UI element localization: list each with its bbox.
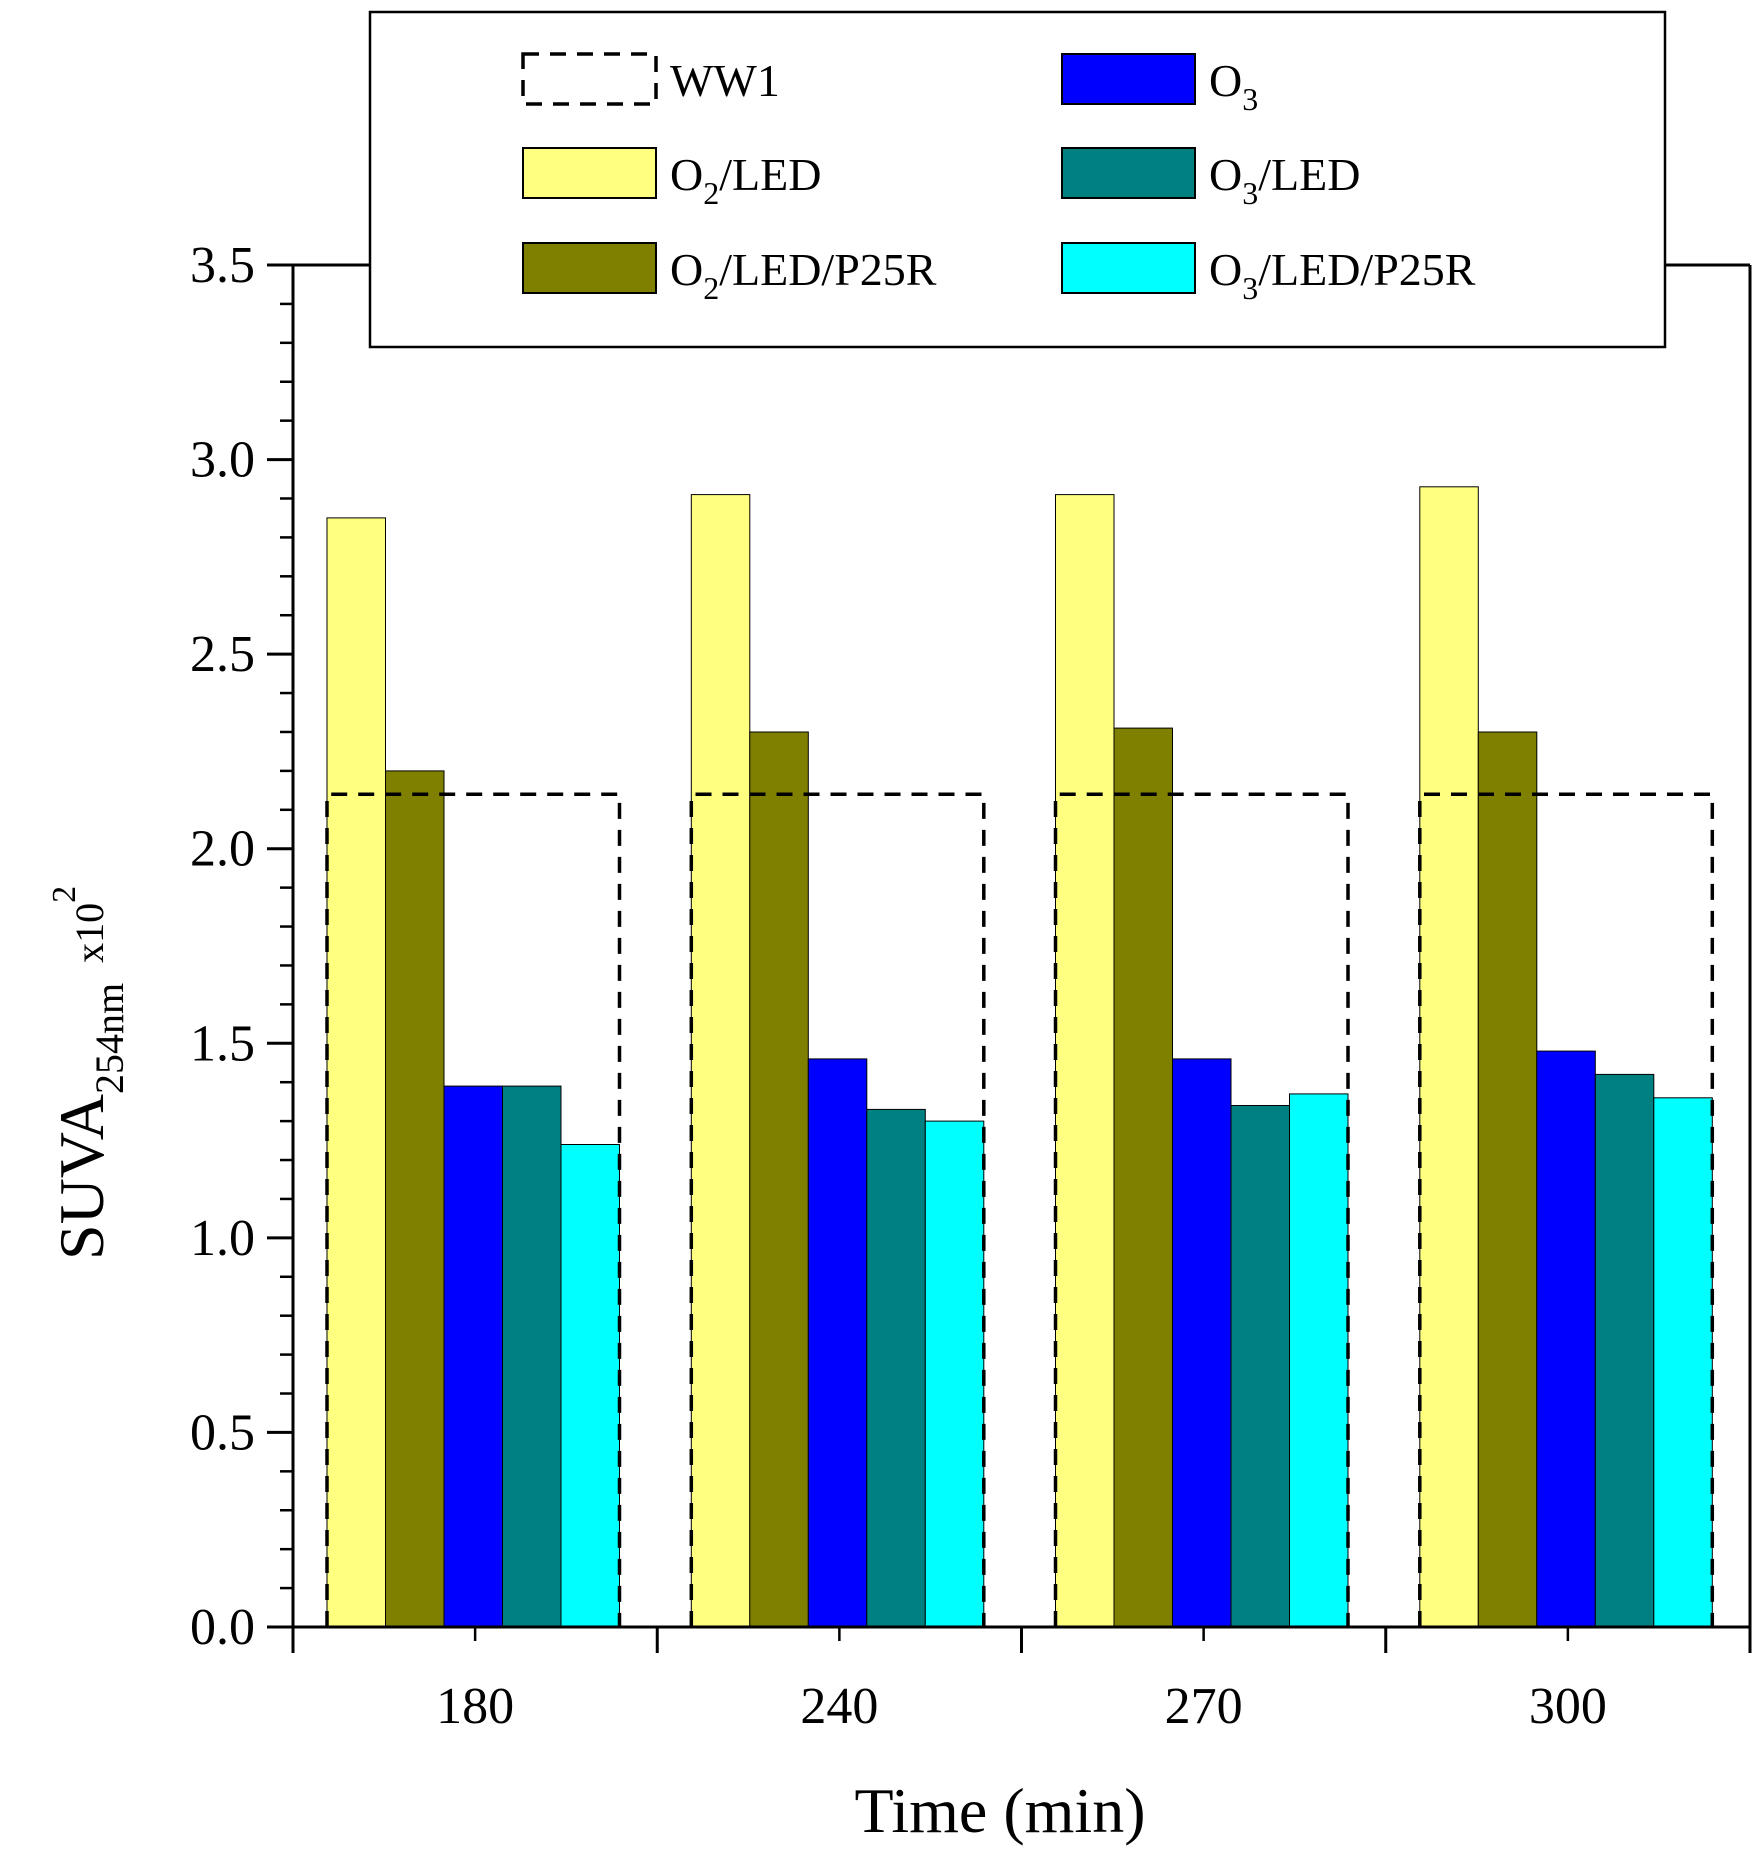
reference-bar-ww1-240: [689, 792, 986, 1627]
bar-o3-led-p25r-180: [560, 1144, 620, 1628]
legend-label-o3: O3: [1209, 55, 1258, 117]
bar-o3-240: [807, 1058, 868, 1628]
legend-swatch-o2-led: [522, 147, 657, 199]
bar-o2-led-300: [1419, 486, 1479, 1628]
legend-swatch-o3-led-p25r: [1061, 242, 1196, 294]
bar-o3-led-300: [1594, 1073, 1655, 1628]
legend-label-o3-led: O3/LED: [1209, 149, 1360, 211]
bar-o2-led-270: [1055, 494, 1115, 1628]
bar-o3-led-p25r-270: [1289, 1093, 1349, 1628]
bar-o3-led-270: [1230, 1105, 1290, 1628]
y-tick-label: 3.0: [190, 432, 255, 489]
x-tick-label-270: 270: [1165, 1678, 1243, 1735]
legend-swatch-o3-led: [1061, 147, 1196, 199]
legend-label-ww1: WW1: [670, 55, 780, 106]
legend-label-o3-led-p25r: O3/LED/P25R: [1209, 244, 1476, 306]
bar-o3-300: [1536, 1050, 1596, 1628]
bar-o3-led-p25r-300: [1653, 1097, 1713, 1628]
reference-bar-ww1-300: [1418, 792, 1715, 1627]
bar-o2-led-180: [326, 517, 386, 1628]
reference-bar-ww1-270: [1053, 792, 1350, 1627]
y-tick-label: 0.0: [190, 1599, 255, 1656]
bar-o2-led-p25r-180: [385, 770, 445, 1628]
bar-o2-led-p25r-300: [1477, 731, 1538, 1628]
legend-swatch-o2-led-p25r: [522, 242, 657, 294]
x-axis-title: Time (min): [855, 1775, 1146, 1846]
reference-bar-ww1-180: [325, 792, 622, 1627]
bar-o2-led-240: [690, 494, 751, 1628]
x-tick-label-240: 240: [800, 1678, 878, 1735]
y-tick-label: 1.5: [190, 1015, 255, 1072]
legend-label-o2-led: O2/LED: [670, 149, 821, 211]
y-tick-label: 1.0: [190, 1210, 255, 1267]
legend-swatch-ww1: [521, 52, 658, 106]
bar-o2-led-p25r-240: [749, 731, 809, 1628]
y-tick-label: 2.0: [190, 821, 255, 878]
legend-swatch-o3: [1061, 53, 1196, 105]
bar-o3-180: [443, 1085, 503, 1628]
x-tick-label-300: 300: [1529, 1678, 1607, 1735]
bar-o3-led-p25r-240: [924, 1120, 985, 1628]
y-tick-label: 3.5: [190, 237, 255, 294]
bar-o2-led-p25r-270: [1113, 727, 1173, 1628]
y-axis-title: SUVA254nm x102: [46, 886, 132, 1260]
bar-o3-270: [1172, 1058, 1232, 1628]
y-axis-title-text: SUVA254nm x102: [46, 886, 132, 1260]
bar-o3-led-240: [866, 1108, 926, 1628]
y-tick-label: 2.5: [190, 626, 255, 683]
bar-o3-led-180: [502, 1085, 562, 1628]
y-tick-label: 0.5: [190, 1404, 255, 1461]
x-tick-label-180: 180: [436, 1678, 514, 1735]
legend-label-o2-led-p25r: O2/LED/P25R: [670, 244, 937, 306]
